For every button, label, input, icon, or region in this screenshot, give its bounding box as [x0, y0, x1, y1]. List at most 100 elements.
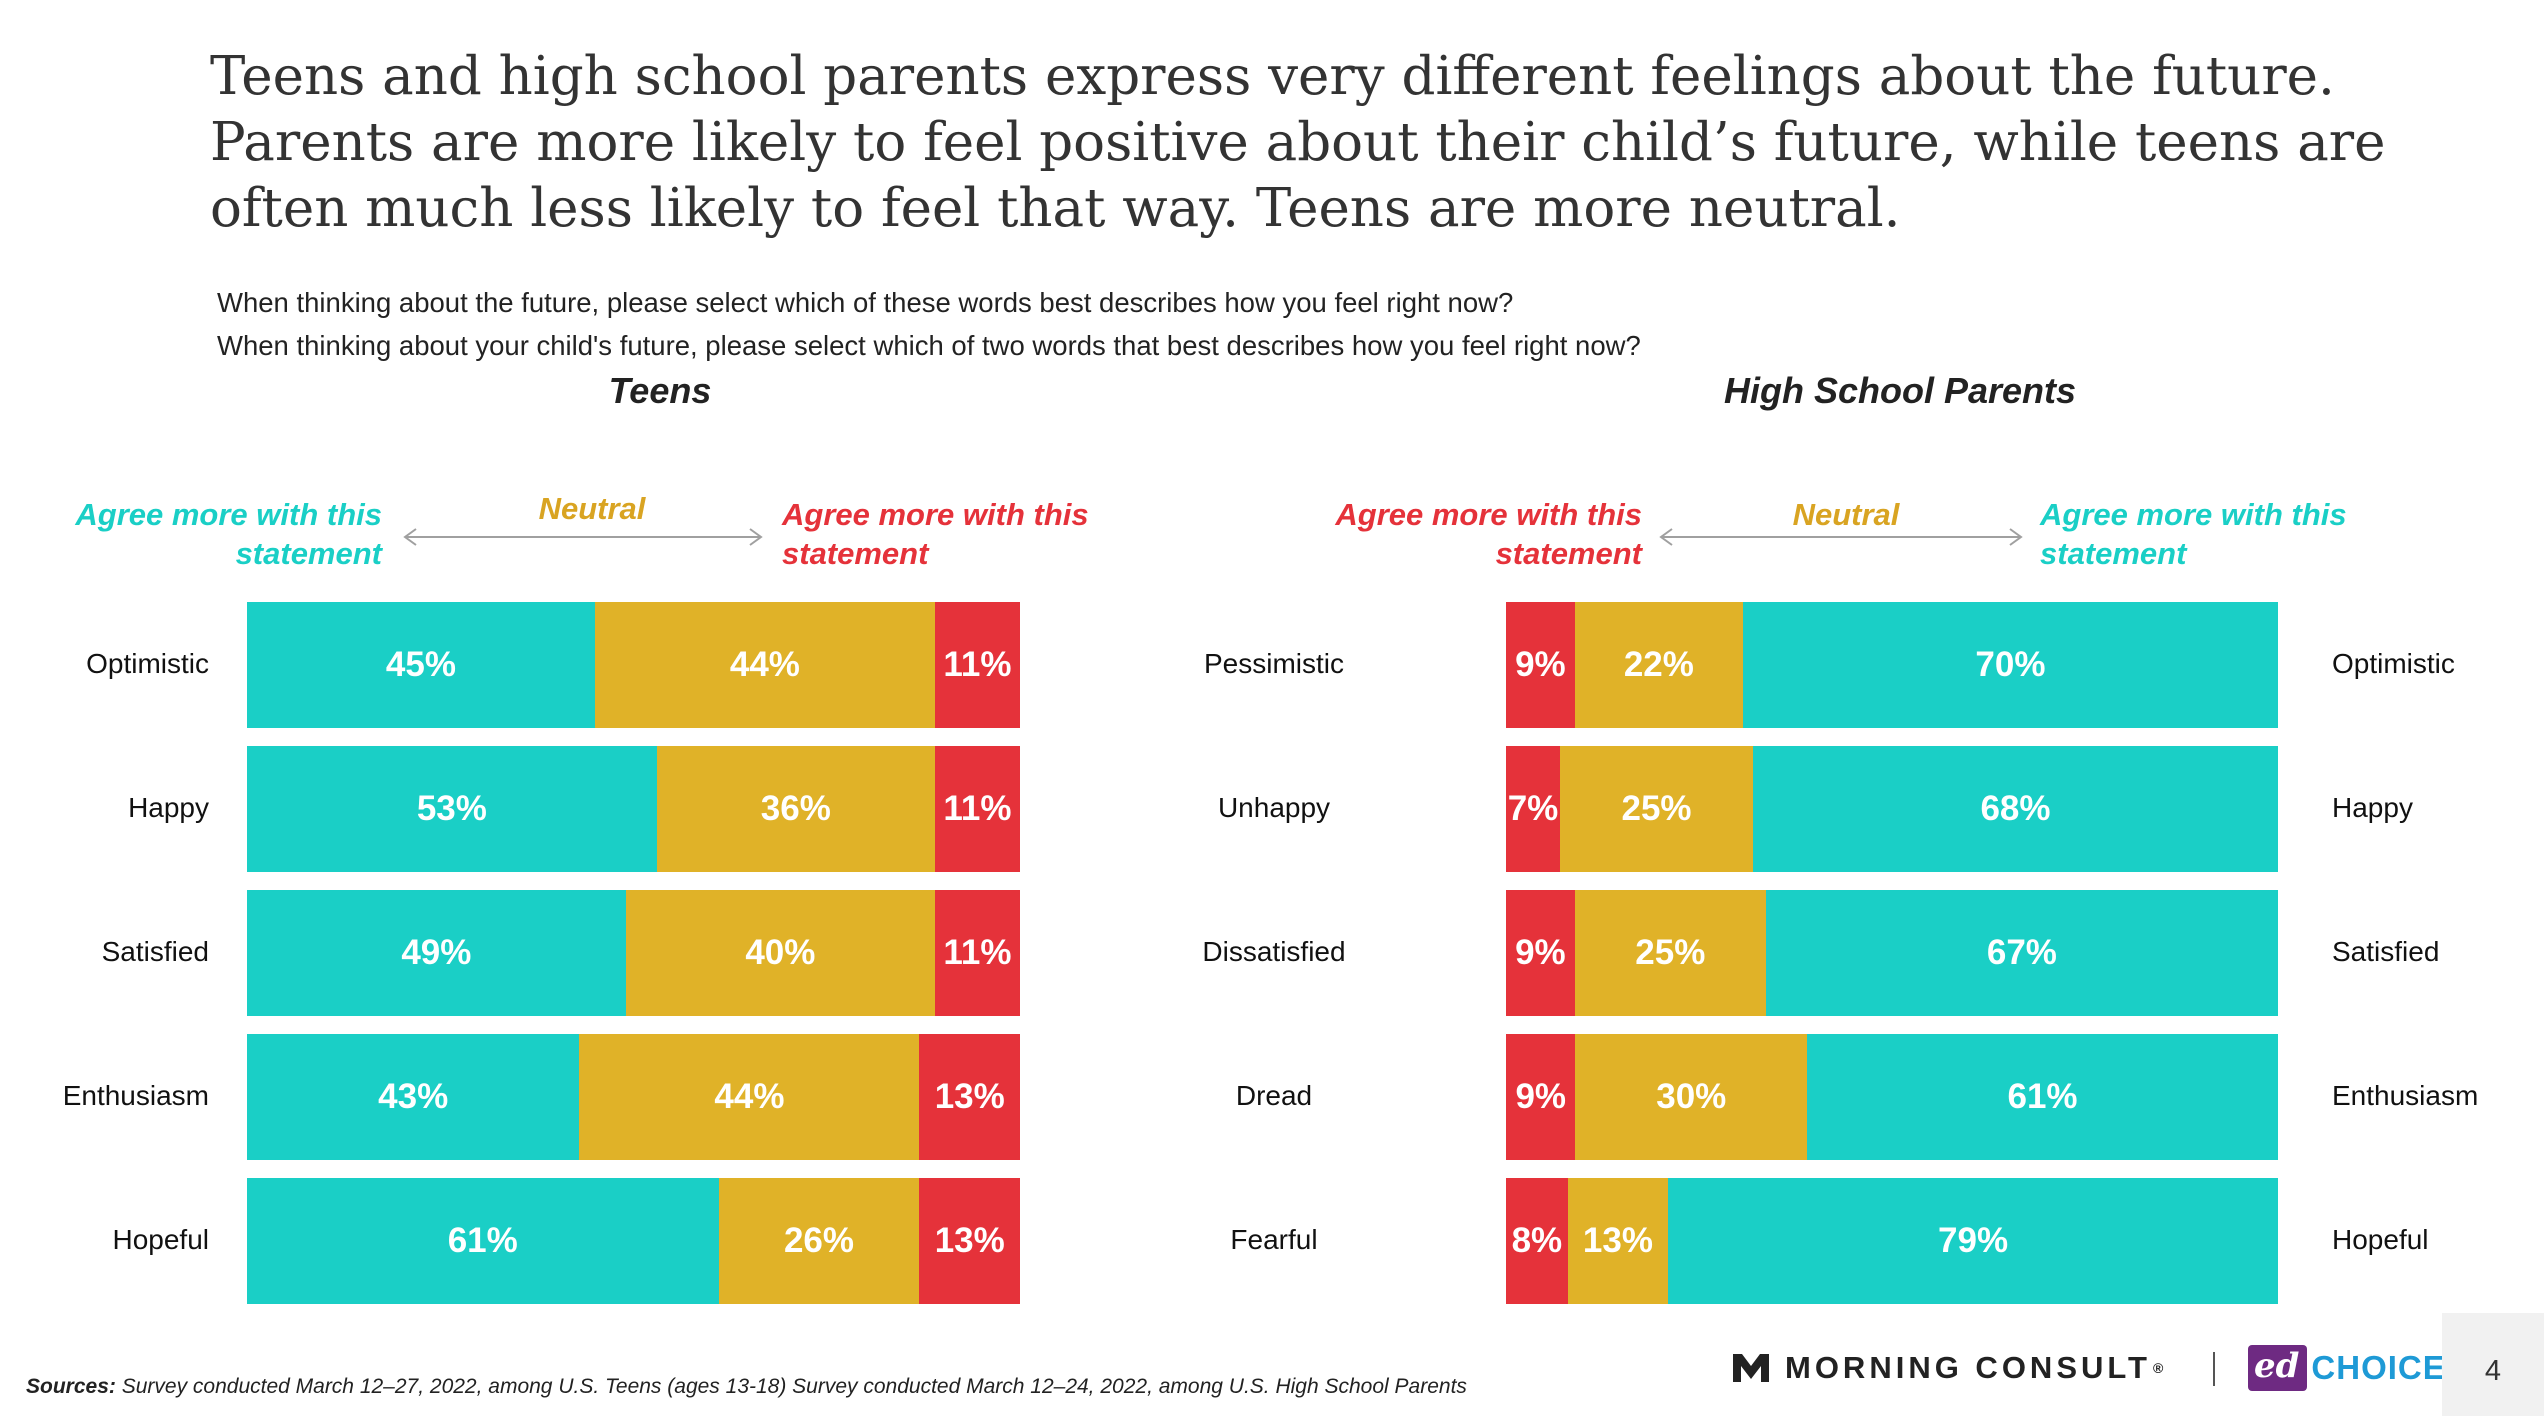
parents-data-label: 25%	[1635, 933, 1706, 972]
parents-header-left: Agree more with this statement	[1240, 495, 1642, 573]
page-number: 4	[2484, 1355, 2502, 1387]
teens-data-label: 11%	[943, 933, 1012, 972]
parents-data-label: 9%	[1515, 1077, 1567, 1116]
parents-data-label: 67%	[1986, 933, 2057, 972]
parents-bar-segment-neutral: 25%	[1560, 746, 1754, 872]
teens-bar-row: 61% 26% 13%	[247, 1178, 1020, 1304]
teens-bar-segment-agree-left: 43%	[247, 1034, 580, 1160]
parents-bar-segment-agree-right: 67%	[1765, 890, 2278, 1016]
teens-data-label: 53%	[416, 789, 487, 828]
parents-bar-segment-agree-right: 68%	[1753, 746, 2278, 872]
parents-bar-segment-neutral: 30%	[1575, 1034, 1808, 1160]
parents-right-category-label: Optimistic	[2332, 648, 2455, 679]
parents-bar-row: 8% 13% 79%	[1506, 1178, 2278, 1304]
parents-left-category-label: Unhappy	[1217, 792, 1331, 823]
teens-data-label: 49%	[401, 933, 472, 972]
teens-header-left: Agree more with this statement	[40, 495, 382, 573]
teens-data-label: 45%	[385, 645, 456, 684]
teens-bar-row: 43% 44% 13%	[247, 1034, 1020, 1160]
teens-data-label: 44%	[714, 1077, 785, 1116]
parents-data-label: 79%	[1938, 1221, 2009, 1260]
title-line-2: Parents are more likely to feel positive…	[210, 112, 2386, 173]
teens-category-label: Satisfied	[101, 936, 209, 967]
question-teens: When thinking about the future, please s…	[217, 287, 1514, 318]
parents-bar-segment-agree-right: 79%	[1668, 1178, 2278, 1304]
parents-header-arrow	[1659, 528, 2023, 546]
parents-bar-row: 7% 25% 68%	[1506, 746, 2278, 872]
parents-data-label: 70%	[1975, 645, 2046, 684]
parents-data-label: 30%	[1656, 1077, 1727, 1116]
parents-data-label: 25%	[1621, 789, 1692, 828]
teens-data-label: 13%	[934, 1077, 1005, 1116]
parents-bar-segment-neutral: 22%	[1574, 602, 1743, 728]
sources-text: Survey conducted March 12–27, 2022, amon…	[115, 1375, 1467, 1398]
parents-bar-segment-neutral: 25%	[1574, 890, 1766, 1016]
teens-bar-row: 53% 36% 11%	[247, 746, 1020, 872]
question-parents: When thinking about your child's future,…	[217, 330, 1641, 361]
teens-bar-segment-neutral: 36%	[656, 746, 935, 872]
teens-data-label: 26%	[783, 1221, 855, 1260]
parents-data-label: 9%	[1515, 933, 1566, 972]
parents-data-label: 68%	[1980, 789, 2051, 828]
sources-note: Sources: Survey conducted March 12–27, 2…	[26, 1375, 1467, 1399]
parents-bar-segment-agree-left: 8%	[1506, 1178, 1568, 1304]
teens-bar-row: 49% 40% 11%	[247, 890, 1020, 1016]
parents-left-category-label: Fearful	[1230, 1224, 1318, 1255]
parents-right-category-label: Satisfied	[2332, 936, 2440, 967]
parents-header-neutral: Neutral	[1792, 497, 1900, 532]
teens-header-left-line1: Agree more with this	[75, 497, 382, 532]
parents-bar-segment-agree-left: 9%	[1506, 1034, 1576, 1160]
teens-bar-segment-agree-right: 11%	[934, 602, 1020, 728]
parents-header-left-line1: Agree more with this	[1335, 497, 1642, 532]
teens-data-label: 43%	[378, 1077, 449, 1116]
parents-left-category-label: Dread	[1235, 1080, 1313, 1111]
sources-label: Sources:	[26, 1375, 116, 1398]
teens-header-left-line2: statement	[235, 536, 382, 571]
registered-mark: ®	[2152, 1360, 2164, 1376]
teens-bar-segment-agree-left: 45%	[247, 602, 595, 728]
parents-bar-segment-agree-right: 70%	[1742, 602, 2278, 728]
parents-bar-row: 9% 25% 67%	[1506, 890, 2278, 1016]
morning-consult-wordmark: MORNING CONSULT	[1785, 1350, 2151, 1385]
teens-category-label: Enthusiasm	[62, 1080, 209, 1111]
teens-header-right-line2: statement	[782, 536, 929, 571]
teens-bar-segment-neutral: 44%	[594, 602, 935, 728]
teens-data-label: 61%	[447, 1221, 518, 1260]
parents-right-category-label: Happy	[2332, 792, 2413, 823]
morning-consult-logo: MORNING CONSULT ®	[1733, 1350, 2163, 1386]
parents-bar-segment-agree-right: 61%	[1807, 1034, 2278, 1160]
teens-data-label: 11%	[943, 789, 1012, 828]
teens-bar-segment-neutral: 44%	[579, 1034, 920, 1160]
teens-bar-segment-neutral: 26%	[718, 1178, 920, 1304]
parents-header-right-line1: Agree more with this	[2040, 497, 2347, 532]
teens-bar-segment-agree-right: 11%	[934, 746, 1020, 872]
parents-right-category-label: Enthusiasm	[2332, 1080, 2479, 1111]
teens-bar-segment-agree-right: 13%	[919, 1034, 1020, 1160]
teens-bar-segment-neutral: 40%	[625, 890, 935, 1016]
parents-data-label: 9%	[1515, 645, 1566, 684]
logo-divider	[2213, 1352, 2215, 1386]
teens-data-label: 40%	[745, 933, 816, 972]
slide-title: Teens and high school parents express ve…	[210, 44, 2410, 242]
parents-bar-segment-agree-left: 7%	[1506, 746, 1561, 872]
teens-bar-segment-agree-left: 49%	[247, 890, 626, 1016]
parents-bar-row: 9% 22% 70%	[1506, 602, 2278, 728]
parents-data-label: 22%	[1623, 645, 1694, 684]
teens-bar-row: 45% 44% 11%	[247, 602, 1020, 728]
teens-bar-segment-agree-left: 53%	[247, 746, 657, 872]
page-number-box	[2442, 1313, 2544, 1416]
parents-header-right-line2: statement	[2040, 536, 2187, 571]
edchoice-logo: ed CHOICE	[2248, 1345, 2446, 1391]
teens-header-right-line1: Agree more with this	[782, 497, 1089, 532]
teens-bar-segment-agree-left: 61%	[247, 1178, 719, 1304]
teens-bar-segment-agree-right: 11%	[934, 890, 1020, 1016]
teens-header-arrow	[403, 528, 763, 546]
edchoice-ed-mark: ed	[2248, 1345, 2308, 1391]
parents-left-category-label: Pessimistic	[1203, 648, 1344, 679]
parents-bar-segment-agree-left: 9%	[1506, 602, 1575, 728]
teens-panel-title: Teens	[608, 370, 712, 411]
parents-bar-row: 9% 30% 61%	[1506, 1034, 2278, 1160]
teens-category-label: Hopeful	[112, 1224, 209, 1255]
parents-left-category-label: Dissatisfied	[1202, 936, 1346, 967]
parents-data-label: 8%	[1511, 1221, 1563, 1260]
